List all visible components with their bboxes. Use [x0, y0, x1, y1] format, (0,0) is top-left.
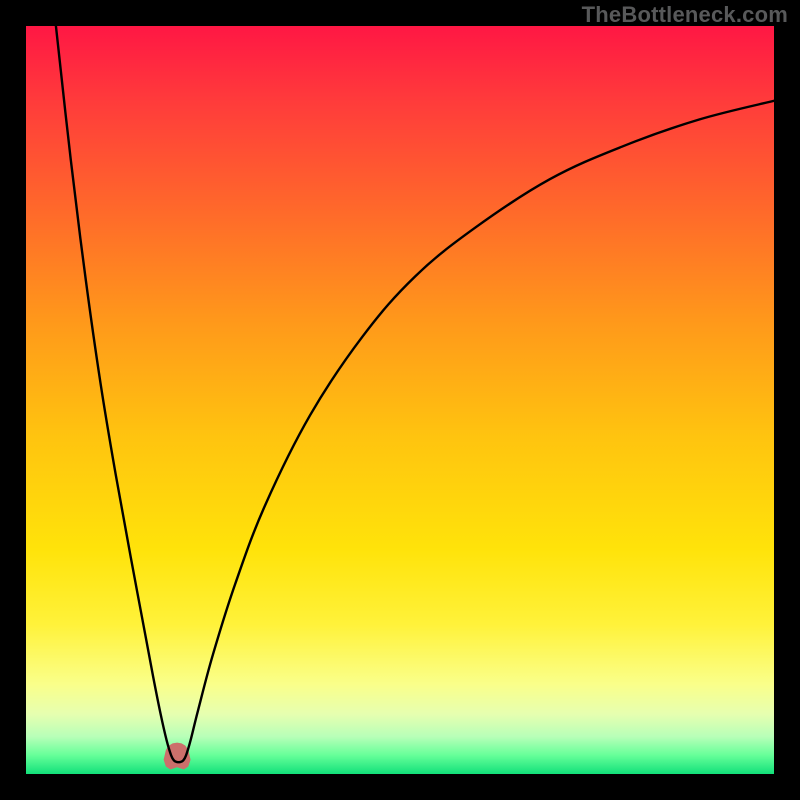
- chart-frame: TheBottleneck.com: [0, 0, 800, 800]
- chart-svg: [26, 26, 774, 774]
- main-curve: [56, 26, 774, 762]
- watermark-label: TheBottleneck.com: [582, 2, 788, 28]
- chart-plot-area: [26, 26, 774, 774]
